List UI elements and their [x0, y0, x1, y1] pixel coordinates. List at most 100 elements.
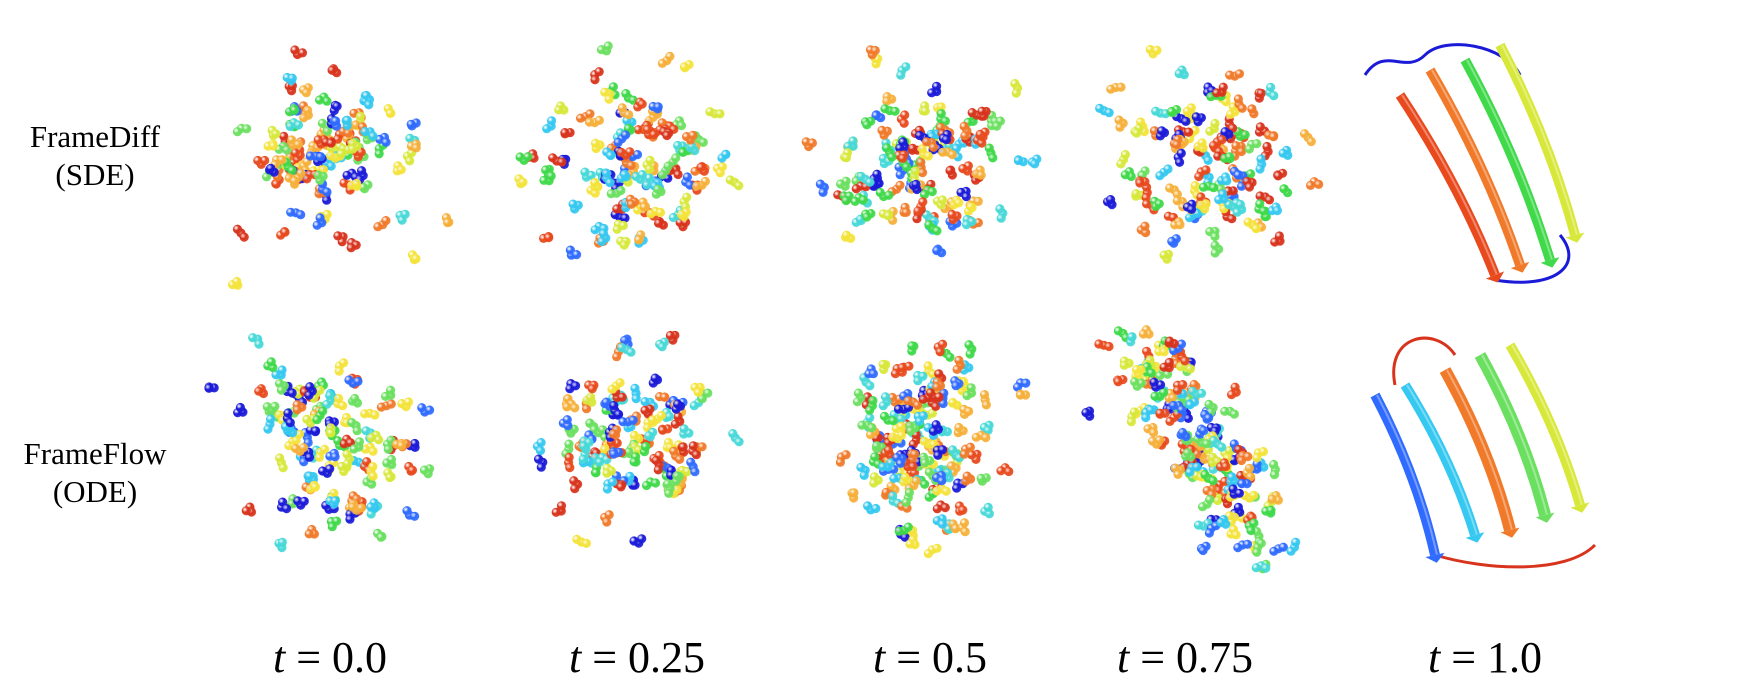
residue-cluster	[1010, 79, 1023, 98]
residue-cluster	[1270, 231, 1285, 247]
residue-cluster	[277, 497, 292, 514]
residue-cloud	[835, 339, 1031, 559]
residue-cluster	[868, 452, 883, 469]
residue-cluster	[281, 157, 297, 176]
residue-cluster	[596, 41, 613, 56]
panel-row0-t4	[1345, 35, 1605, 295]
residue-cluster	[907, 449, 920, 464]
residue-cluster	[1200, 470, 1218, 486]
residue-cluster	[265, 163, 279, 177]
residue-cluster	[1244, 139, 1262, 154]
residue-cluster	[346, 238, 361, 253]
residue-cluster	[232, 224, 249, 242]
panel-row0-t1	[505, 35, 765, 295]
residue-cluster	[1185, 397, 1200, 410]
residue-cluster	[1130, 123, 1144, 138]
residue-cluster	[1206, 422, 1222, 436]
residue-cluster	[1220, 406, 1239, 419]
residue-cluster	[514, 174, 528, 189]
residue-cluster	[342, 449, 354, 469]
residue-cluster	[1113, 375, 1128, 387]
residue-cluster	[936, 109, 950, 126]
residue-cluster	[248, 333, 264, 349]
residue-cluster	[975, 127, 990, 142]
residue-cluster	[847, 488, 859, 503]
residue-cluster	[1200, 409, 1214, 424]
residue-cluster	[1214, 189, 1229, 205]
residue-cluster	[1143, 422, 1159, 438]
residue-cluster	[383, 435, 396, 454]
residue-cluster	[959, 442, 975, 459]
residue-cluster	[361, 442, 378, 456]
residue-cluster	[677, 442, 689, 457]
residue-cluster	[1138, 325, 1154, 339]
residue-cluster	[1176, 427, 1191, 442]
time-symbol: t	[568, 633, 582, 682]
residue-cluster	[1185, 462, 1202, 477]
residue-cluster	[647, 410, 666, 425]
residue-cluster	[996, 463, 1014, 477]
residue-cluster	[1181, 448, 1196, 462]
residue-cluster	[1081, 406, 1095, 421]
row-method-label: FrameDiff	[29, 119, 161, 154]
time-value: 1.0	[1487, 633, 1543, 682]
residue-cluster	[1135, 176, 1150, 188]
residue-cluster	[640, 397, 659, 411]
residue-cluster	[1251, 561, 1271, 573]
residue-cluster	[979, 390, 991, 410]
residue-cluster	[347, 418, 362, 436]
residue-cluster	[607, 378, 625, 394]
residue-cluster	[919, 185, 937, 200]
residue-cluster	[895, 137, 910, 153]
residue-cluster	[1187, 386, 1207, 400]
strand-arrowhead	[1465, 532, 1485, 543]
residue-cluster	[327, 64, 342, 78]
residue-cluster	[322, 391, 336, 409]
residue-cluster	[282, 408, 295, 428]
time-symbol: t	[272, 633, 286, 682]
residue-cluster	[1252, 538, 1266, 557]
residue-cluster	[896, 62, 911, 80]
residue-cluster	[705, 107, 725, 119]
residue-cluster	[956, 186, 971, 202]
strand-highlight	[1406, 384, 1478, 536]
beta-strand	[1370, 392, 1440, 557]
residue-cluster	[542, 116, 557, 134]
residue-cluster	[1254, 122, 1270, 137]
residue-cluster	[348, 502, 366, 515]
beta-strand	[1460, 57, 1555, 262]
panel-row1-t0	[200, 315, 460, 575]
residue-cluster	[677, 207, 691, 222]
residue-cluster	[602, 463, 616, 478]
residue-cluster	[306, 480, 320, 494]
residue-cluster	[948, 445, 964, 463]
residue-cluster	[953, 422, 968, 438]
residue-cluster	[569, 476, 583, 494]
residue-cluster	[1242, 176, 1257, 192]
loop-segment	[1363, 43, 1571, 284]
residue-cloud	[801, 45, 1042, 258]
residue-cluster	[642, 155, 655, 174]
residue-cluster	[358, 180, 373, 194]
residue-cluster	[1202, 484, 1217, 500]
residue-cloud	[1081, 325, 1301, 574]
residue-cluster	[275, 379, 289, 395]
residue-cluster	[407, 250, 421, 265]
residue-cluster	[1095, 103, 1114, 118]
residue-cluster	[1193, 138, 1208, 153]
residue-cluster	[923, 543, 942, 559]
residue-cluster	[932, 445, 948, 460]
residue-cluster	[565, 245, 582, 260]
residue-cluster	[1196, 541, 1211, 556]
residue-cluster	[877, 125, 892, 140]
residue-cluster	[1196, 199, 1211, 214]
residue-cluster	[1205, 226, 1220, 242]
residue-cluster	[298, 83, 313, 98]
residue-cluster	[1151, 106, 1171, 119]
residue-cluster	[397, 397, 414, 412]
residue-cluster	[376, 399, 396, 412]
time-label-0: t = 0.0	[200, 632, 460, 683]
residue-cluster	[270, 155, 287, 170]
residue-cluster	[1300, 129, 1316, 147]
